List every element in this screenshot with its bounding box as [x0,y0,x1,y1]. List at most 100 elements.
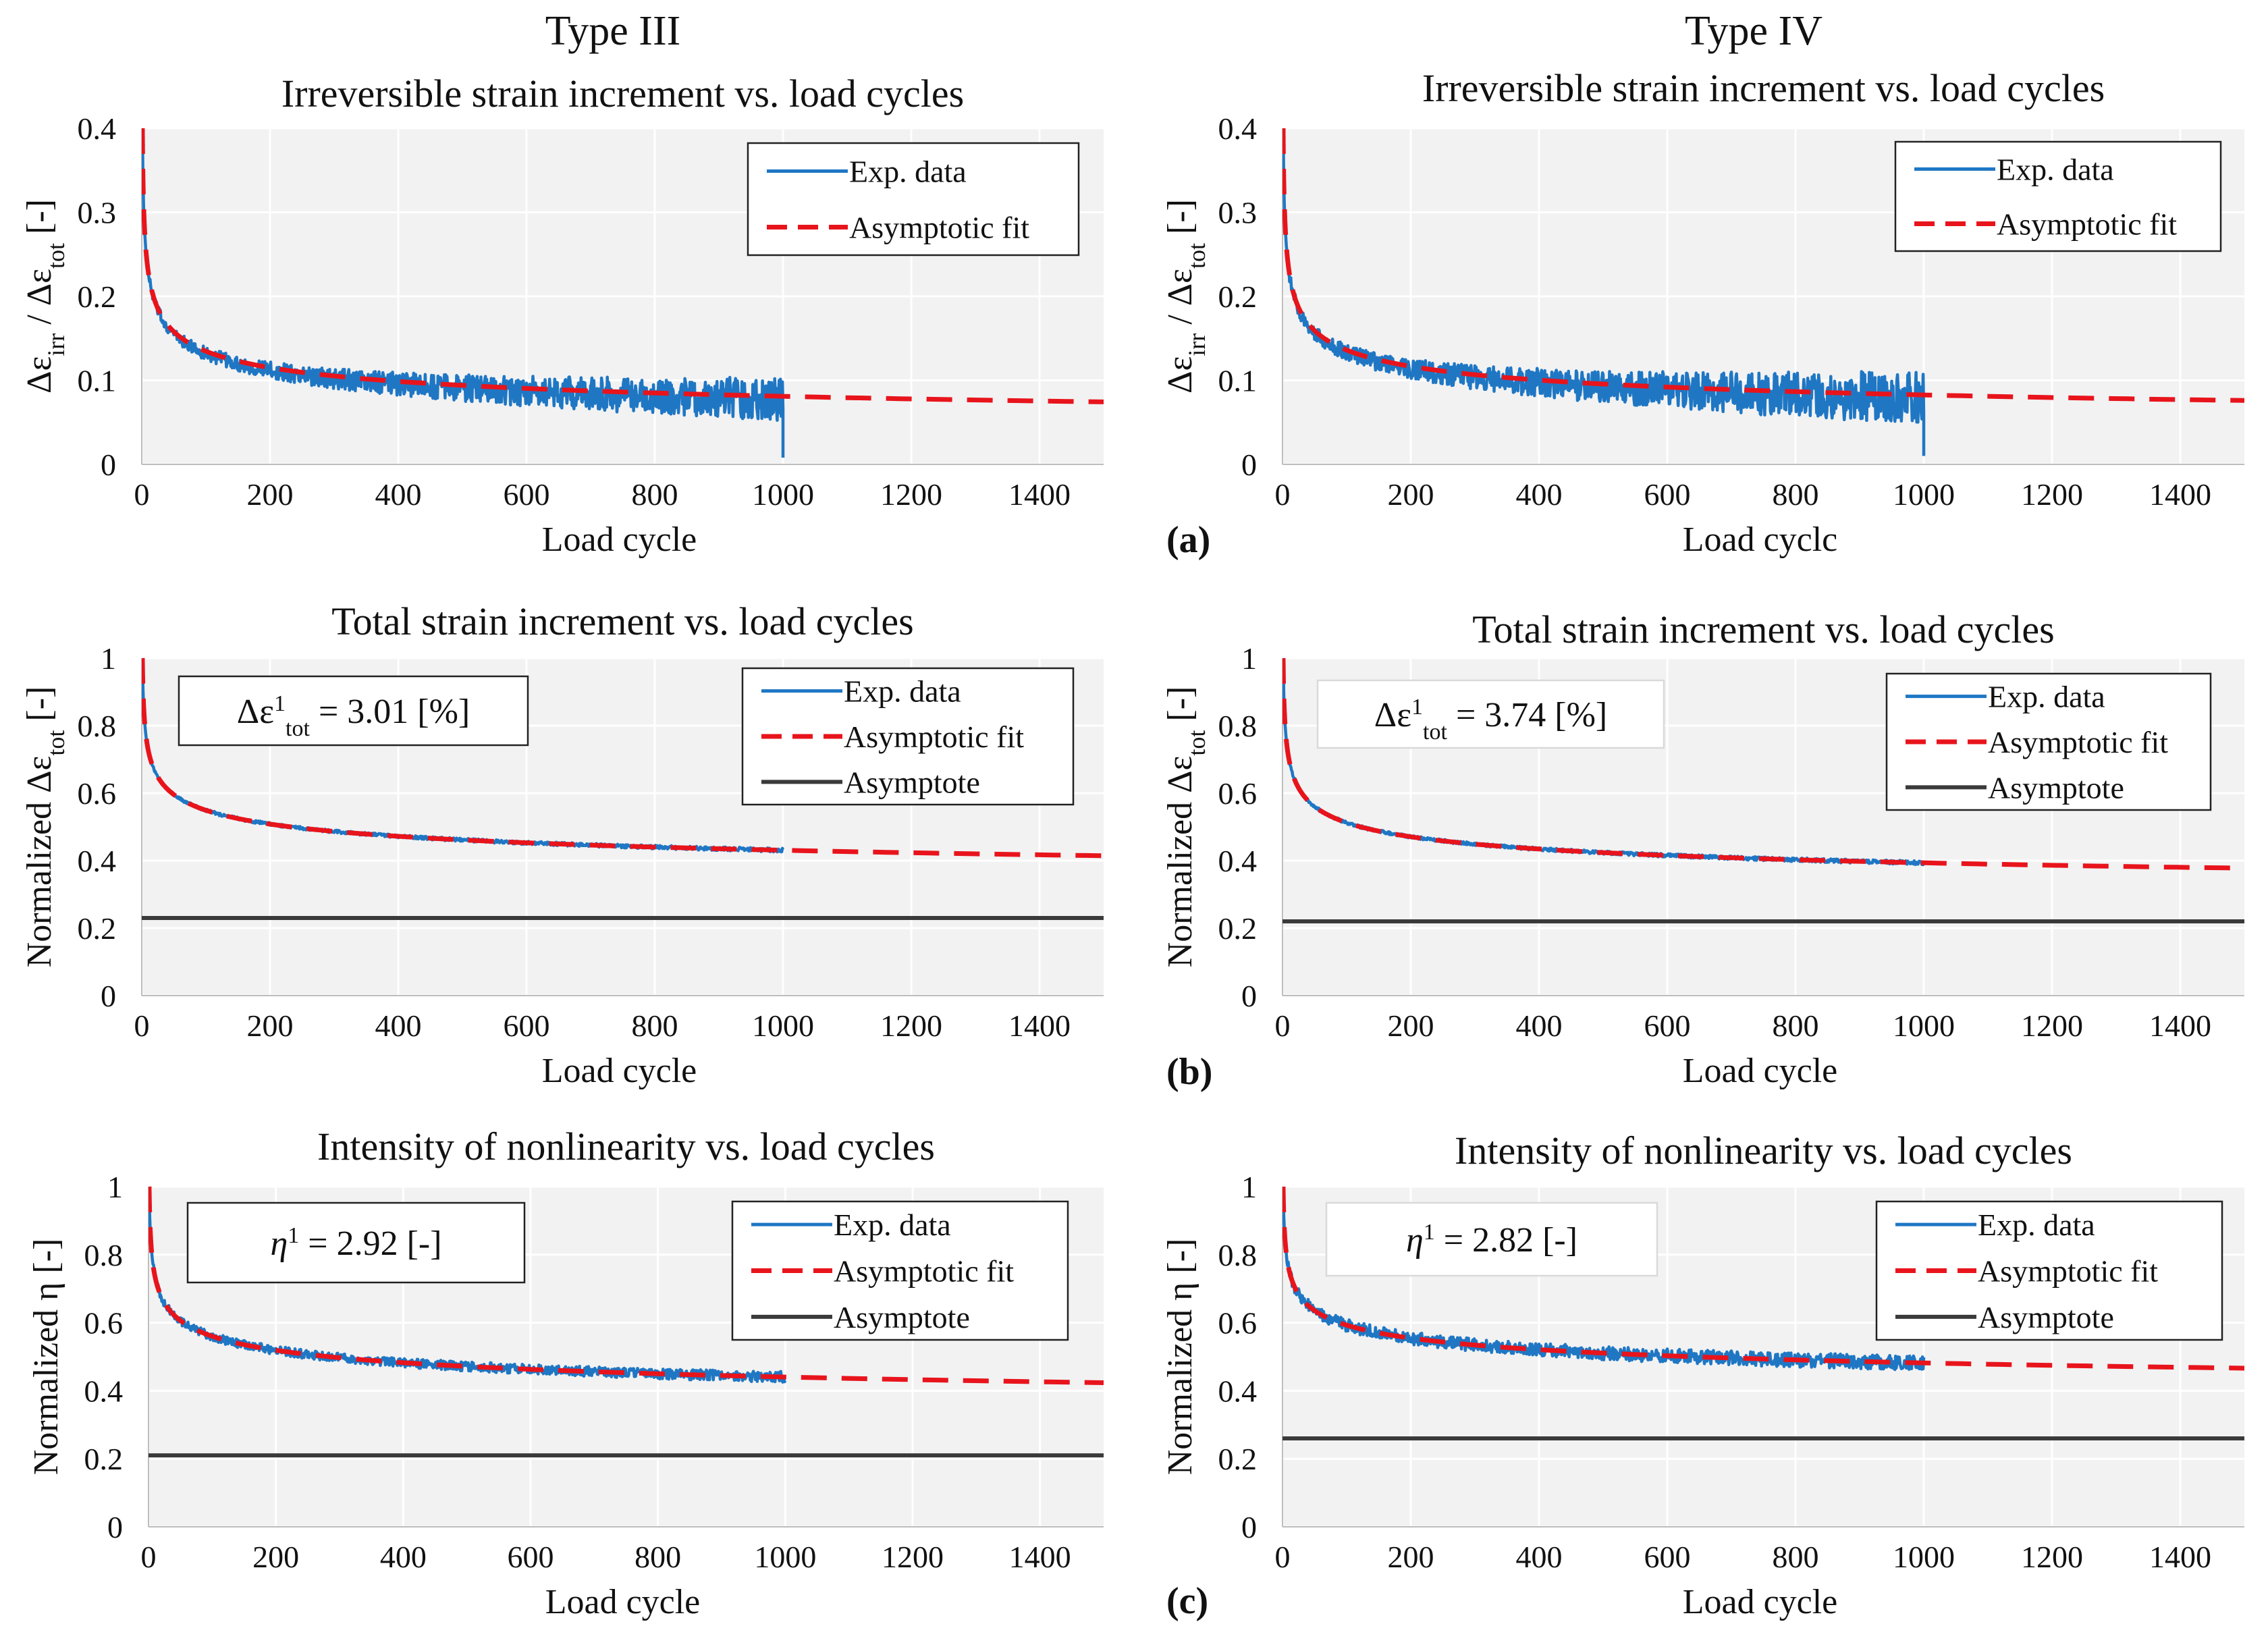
legend-label: Asymptote [844,765,980,799]
asymptotic-fit-line [1282,128,2244,403]
annotation-box [186,1201,526,1284]
x-tick-label: 600 [508,1540,554,1574]
x-axis-label: Load cycle [1683,1052,1838,1090]
y-tick-label: 0.1 [78,364,117,398]
x-axis-label: Load cycle [1683,1583,1838,1621]
x-tick-label: 800 [634,1540,681,1574]
series-group [1282,1187,2244,1440]
chart-a-left: 0 200 400 600 800 1000 1200 1400 0 0.1 0.2 0.3 0.4 Ir… [20,72,1104,559]
legend-label: Exp. data [1988,680,2105,714]
annotation-text: η1 = 2.92 [-] [270,1223,441,1264]
y-axis-label: Δεirr / Δεtot [-] [1161,199,1210,394]
x-tick-label: 1000 [754,1540,816,1574]
x-tick-label: 0 [1275,477,1291,512]
x-tick-label: 1200 [882,1540,944,1574]
y-tick-label: 0.4 [1218,844,1258,878]
y-tick-label: 0.1 [1218,364,1258,398]
panel-label-b: (b) [1166,1051,1212,1093]
y-tick-label: 0 [101,979,116,1013]
y-axis-label: Normalized η [-] [1161,1239,1199,1476]
panels: 0 200 400 600 800 1000 1200 140000.10.20.30.4Ir… [20,66,2244,1621]
x-tick-label: 600 [1644,1008,1691,1043]
x-tick-label: 800 [1773,1540,1819,1574]
x-tick-label: 800 [632,1008,678,1043]
series-group [148,1186,1104,1458]
y-tick-label: 0.8 [78,709,117,743]
y-tick-label: 0.8 [1218,1238,1258,1272]
column-title-right: Type IV [1685,8,1823,54]
legend-label: Asymptote [834,1300,970,1334]
y-tick-label: 0.6 [1218,1306,1258,1341]
chart-title: Intensity of nonlinearity vs. load cycle… [317,1125,935,1168]
y-tick-label: 0.2 [1218,279,1258,314]
x-tick-label: 0 [1275,1008,1291,1043]
y-tick-label: 0.6 [84,1306,124,1341]
legend-label: Exp. data [1997,153,2114,187]
legend-label: Exp. data [834,1208,951,1242]
y-tick-label: 0.2 [1218,911,1258,946]
x-tick-label: 1200 [880,477,942,512]
y-tick-label: 0.8 [1218,709,1258,743]
chart-a-right: 0 200 400 600 800 1000 1200 1400 0 0.1 0.2 0.3 0.4 Ir… [1161,66,2244,559]
y-tick-label: 0 [107,1510,123,1544]
legend-label: Asymptotic fit [849,211,1029,245]
x-tick-label: 1000 [752,1008,814,1043]
legend-label: Asymptotic fit [834,1254,1014,1289]
x-tick-label: 1200 [2021,477,2083,512]
chart-title: Irreversible strain increment vs. load c… [281,72,964,115]
y-tick-label: 0.2 [1218,1442,1258,1476]
x-tick-label: 0 [141,1540,157,1574]
chart-title: Irreversible strain increment vs. load c… [1422,66,2105,110]
x-tick-label: 400 [1516,477,1563,512]
x-tick-label: 400 [375,1008,422,1043]
x-tick-label: 1400 [2149,1008,2211,1043]
chart-title: Intensity of nonlinearity vs. load cycle… [1455,1129,2072,1172]
y-axis-label: Δεirr / Δεtot [-] [20,199,70,394]
asymptotic-fit-line [142,657,1104,859]
x-tick-label: 1400 [2149,477,2211,512]
chart-b-right: 0 200 400 600 800 1000 1200 1400 0 0.2 0.4 0.6 0.8 1 T… [1161,607,2244,1090]
x-tick-label: 600 [1644,1540,1691,1574]
x-tick-label: 400 [1516,1540,1563,1574]
x-tick-label: 800 [632,477,678,512]
x-axis-label: Load cycle [542,1052,697,1090]
x-tick-label: 200 [247,477,294,512]
y-tick-label: 1 [1241,641,1257,676]
exp-data-line [148,1187,787,1384]
x-tick-label: 1200 [2021,1008,2083,1043]
legend-box [747,142,1080,256]
y-tick-label: 0.4 [84,1374,124,1408]
x-tick-label: 400 [1516,1008,1563,1043]
y-axis-label: Normalized Δεtot [-] [20,686,70,968]
x-tick-label: 1200 [2021,1540,2083,1574]
y-tick-label: 0.2 [78,911,117,946]
asymptotic-fit-line [142,128,1104,404]
legend-label: Asymptotic fit [1997,207,2177,242]
legend-label: Asymptotic fit [1988,725,2168,759]
x-tick-label: 1000 [752,477,814,512]
series-group [142,128,1104,458]
x-tick-label: 0 [134,477,150,512]
x-tick-label: 200 [247,1008,294,1043]
chart-c-left: 0 200 400 600 800 1000 1200 1400 0 0.2 0.4 0.6 0.8 1 I… [27,1125,1104,1621]
legend-label: Asymptote [1978,1300,2114,1334]
asymptotic-fit-line [1282,658,2244,871]
chart-b-left: 0 200 400 600 800 1000 1200 1400 0 0.2 0.4 0.6 0.8 1 T… [20,599,1104,1090]
x-tick-label: 400 [375,477,422,512]
annotation-box [178,675,529,747]
annotation-text: Δε1tot = 3.74 [%] [1374,695,1607,745]
annotation-box [1316,679,1665,749]
y-axis-label: Normalized Δεtot [-] [1161,686,1210,968]
x-tick-label: 600 [1644,477,1691,512]
x-tick-label: 0 [1275,1540,1291,1574]
y-tick-label: 0.4 [78,844,117,878]
legend-box [1894,140,2222,252]
x-tick-label: 1000 [1893,1008,1955,1043]
x-tick-label: 0 [134,1008,150,1043]
x-axis-label: Load cycle [545,1583,701,1621]
y-tick-label: 0.2 [78,279,117,314]
legend-label: Exp. data [1978,1208,2095,1242]
panel-label-a: (a) [1166,519,1210,561]
y-axis-label: Normalized η [-] [27,1239,65,1476]
column-title-left: Type III [545,8,681,54]
